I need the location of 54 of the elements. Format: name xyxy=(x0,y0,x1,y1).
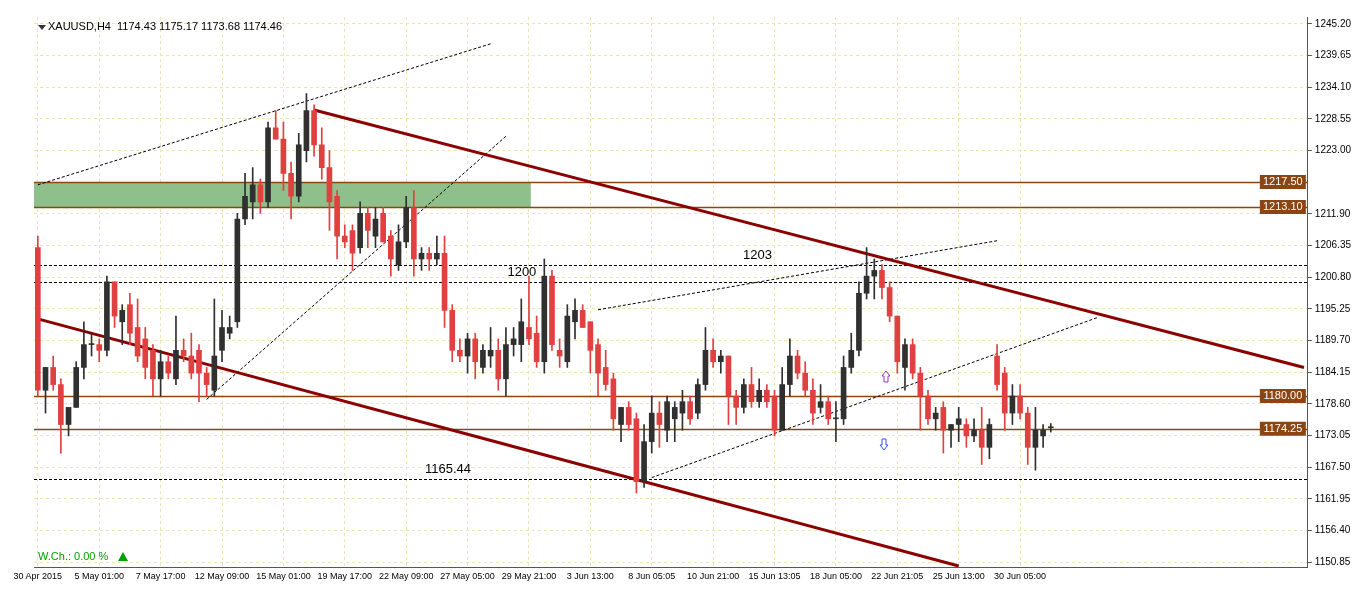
y-tick-label: 1189.70 xyxy=(1314,334,1351,346)
ref-line-label: 1200 xyxy=(507,263,537,279)
x-tick-label: 30 Apr 2015 xyxy=(13,571,63,582)
x-tick-label: 30 Jun 05:00 xyxy=(994,571,1047,582)
ref-line-label: 1203 xyxy=(743,246,773,262)
candlestick xyxy=(871,258,878,300)
x-tick-label: 18 Jun 05:00 xyxy=(809,571,862,582)
y-tick-label: 1150.85 xyxy=(1314,556,1351,568)
candlestick xyxy=(1047,423,1054,433)
y-tick-label: 1211.90 xyxy=(1314,207,1351,219)
x-tick-label: 3 Jun 13:00 xyxy=(566,571,614,582)
ref-line-label: 1217.50 xyxy=(1262,174,1303,187)
chart-title: XAUUSD,H4 1174.43 1175.17 1173.68 1174.46 xyxy=(48,20,283,33)
ref-line-label: 1165.44 xyxy=(424,461,472,477)
y-tick-label: 1195.25 xyxy=(1314,302,1351,314)
x-tick-label: 12 May 09:00 xyxy=(194,571,250,582)
y-tick-label: 1239.65 xyxy=(1314,49,1352,61)
x-tick-label: 15 Jun 13:05 xyxy=(748,571,801,582)
x-tick-label: 7 May 17:00 xyxy=(135,571,186,582)
candlestick xyxy=(341,224,348,248)
y-tick-label: 1184.15 xyxy=(1314,366,1351,378)
x-tick-label: 8 Jun 05:05 xyxy=(628,571,676,582)
y-tick-label: 1206.35 xyxy=(1314,239,1352,251)
x-tick-label: 22 May 09:00 xyxy=(378,571,434,582)
annotation: W.Ch.: 0.00 % xyxy=(38,550,109,563)
y-tick-label: 1178.60 xyxy=(1314,397,1351,409)
x-tick-label: 22 Jun 21:05 xyxy=(871,571,924,582)
y-tick-label: 1245.20 xyxy=(1314,17,1352,29)
candlestick xyxy=(434,235,440,266)
x-tick-label: 15 May 01:00 xyxy=(256,571,311,582)
ref-line-label: 1174.25 xyxy=(1263,421,1303,434)
y-tick-label: 1167.50 xyxy=(1314,461,1351,473)
y-tick-label: 1161.95 xyxy=(1314,492,1351,504)
candlestick xyxy=(971,418,977,442)
candlestick xyxy=(955,407,962,442)
y-tick-label: 1223.00 xyxy=(1314,144,1352,156)
ref-line-label: 1213.10 xyxy=(1262,200,1303,213)
candlestick xyxy=(833,401,839,442)
x-tick-label: 29 May 21:00 xyxy=(501,571,557,582)
x-tick-label: 19 May 17:00 xyxy=(317,571,373,582)
y-tick-label: 1173.05 xyxy=(1314,429,1351,441)
candlestick xyxy=(426,247,433,271)
y-tick-label: 1200.80 xyxy=(1314,271,1352,283)
x-tick-label: 25 Jun 13:00 xyxy=(932,571,985,582)
y-tick-label: 1234.10 xyxy=(1314,80,1352,92)
y-tick-label: 1228.55 xyxy=(1314,112,1352,124)
x-tick-label: 27 May 05:00 xyxy=(440,571,495,582)
candlestick xyxy=(526,275,532,345)
candlestick xyxy=(1040,424,1046,448)
x-tick-label: 10 Jun 21:00 xyxy=(687,571,740,582)
candlestick xyxy=(932,407,939,431)
y-tick-label: 1156.40 xyxy=(1314,524,1351,536)
ref-line-label: 1180.00 xyxy=(1263,389,1303,402)
x-tick-label: 5 May 01:00 xyxy=(74,571,124,582)
